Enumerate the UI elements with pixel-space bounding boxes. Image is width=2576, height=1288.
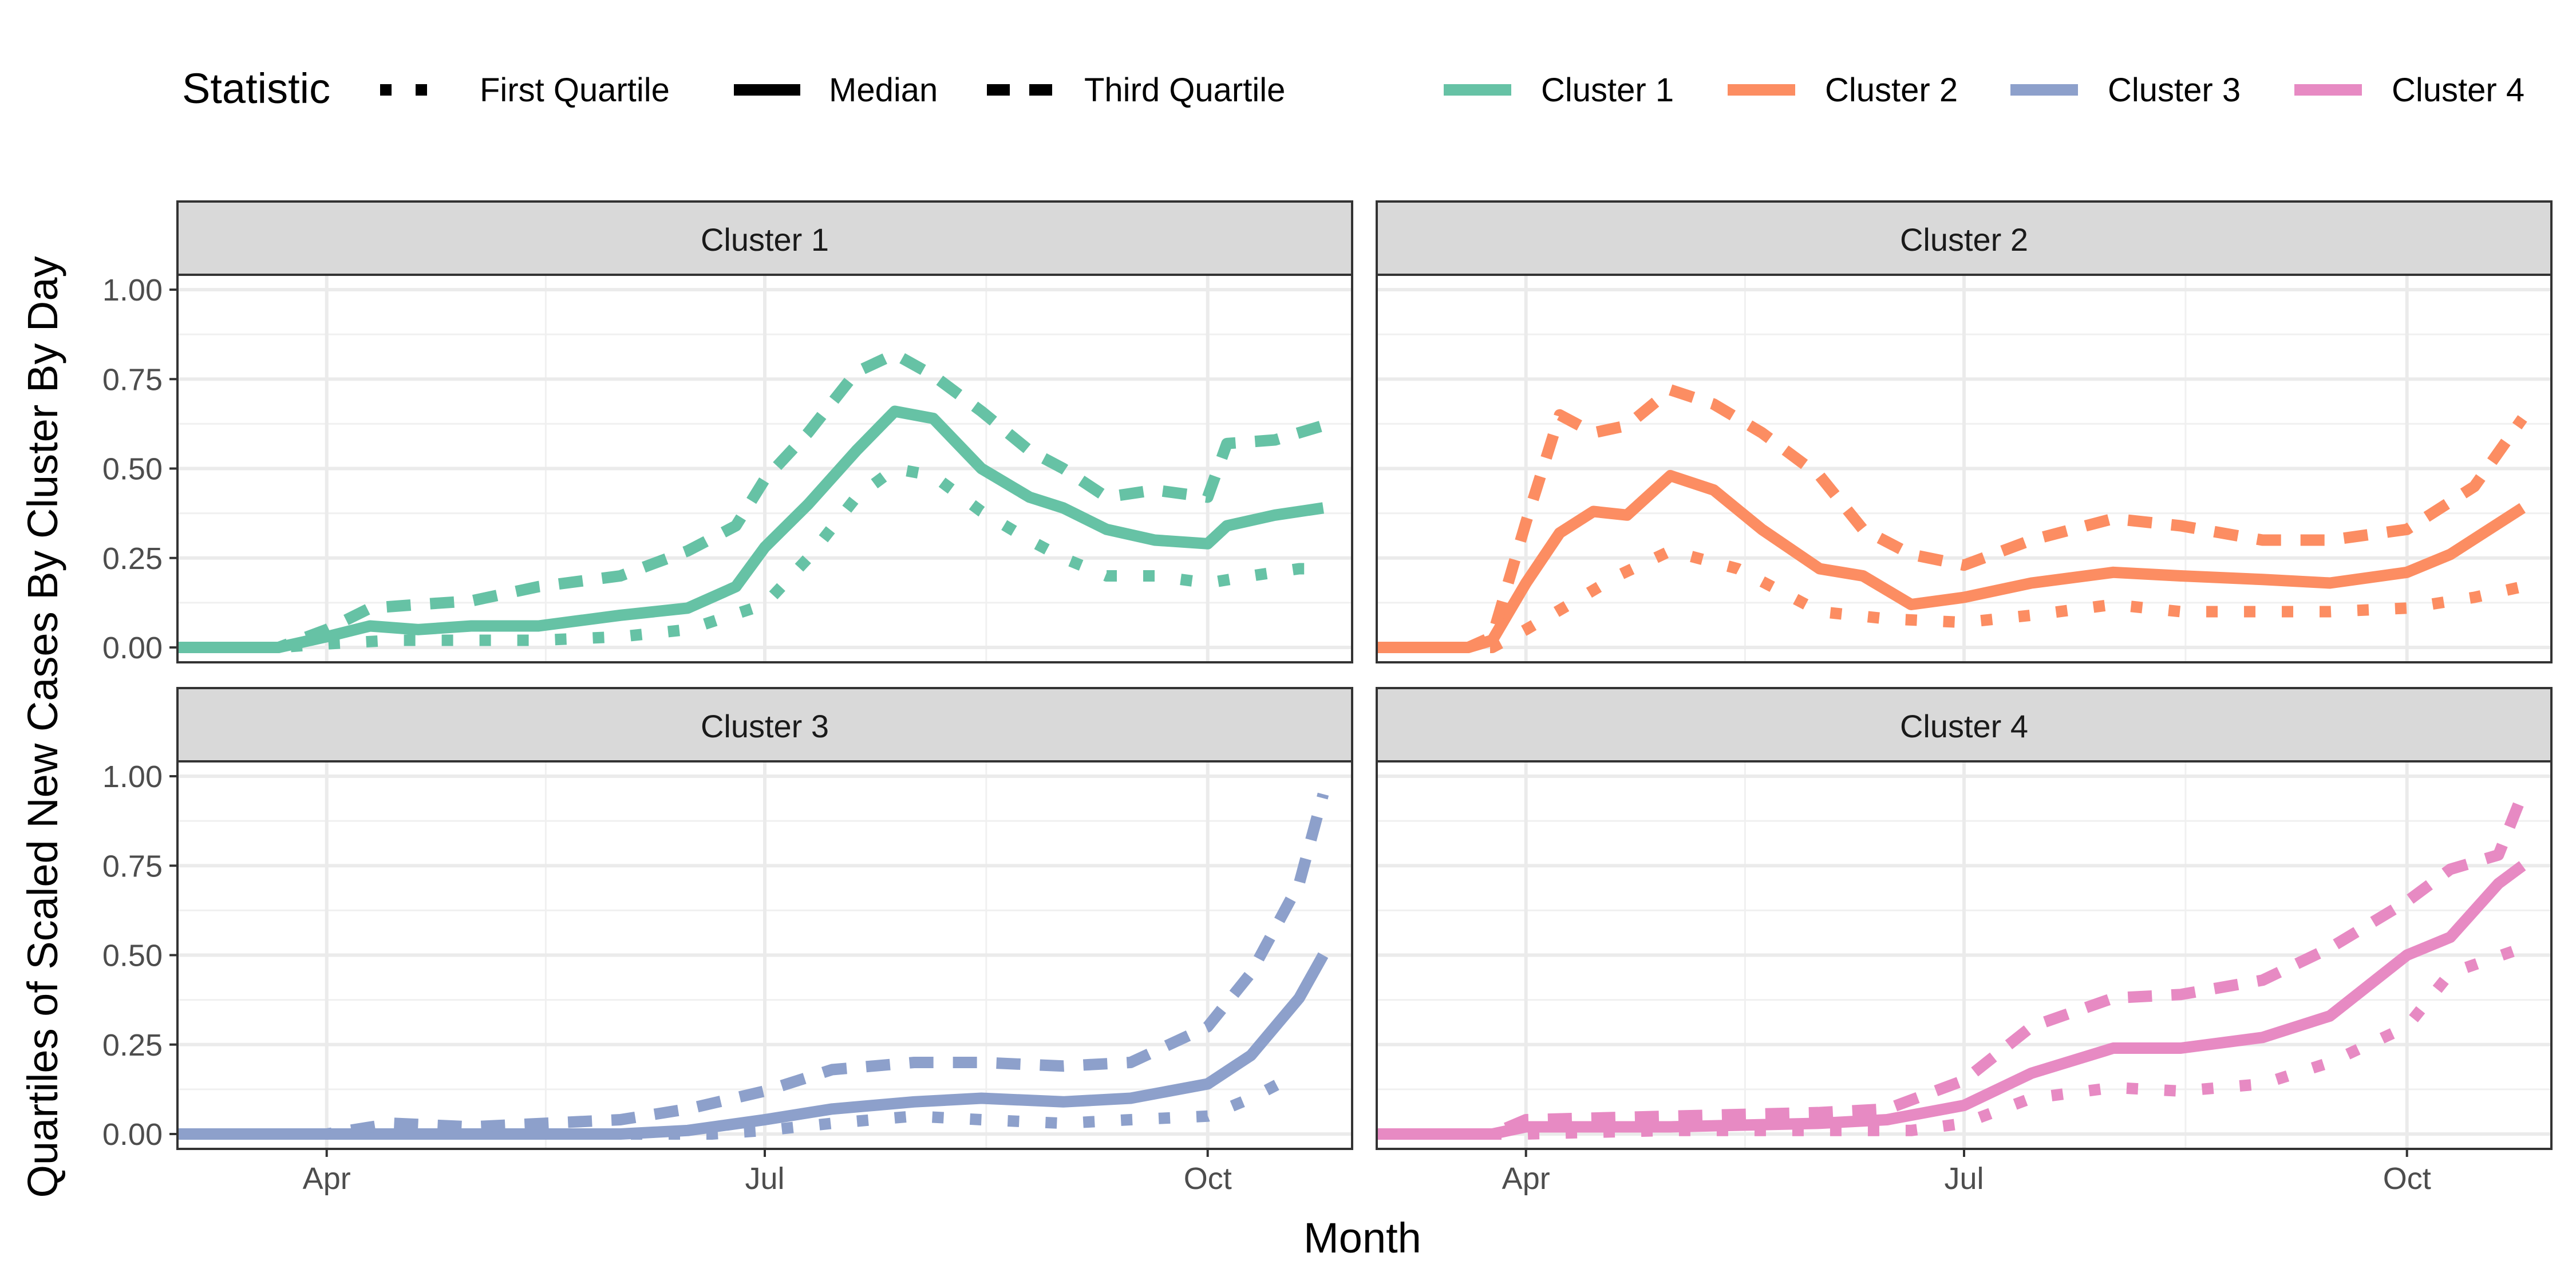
x-tick-label: Jul [745,1161,784,1196]
y-axis-title: Quartiles of Scaled New Cases By Cluster… [19,256,66,1198]
y-tick-label: 0.75 [102,362,163,397]
facet-cluster-4: Cluster 4 Apr Jul Oct [1376,687,2553,1196]
legend-label-first-quartile: First Quartile [480,72,670,109]
series-line-cluster-1-first-quartile [177,463,1323,653]
facet-title-cluster-1: Cluster 1 [701,222,829,258]
facet-strip-cluster-1 [176,200,1353,276]
y-tick-label: 0.00 [102,631,163,665]
series-line-cluster-2-median [1377,470,2526,653]
legend-label-cluster-1: Cluster 1 [1541,72,1674,109]
series-line-cluster-2-first-quartile [1377,545,2524,653]
x-tick-label: Jul [1944,1161,1984,1196]
x-tick-label: Oct [2383,1161,2431,1196]
series-line-cluster-3-third-quartile [177,792,1329,1140]
y-tick-label: 0.50 [102,452,163,487]
facet-strip-cluster-4 [1376,687,2553,762]
y-tick-label: 0.25 [102,542,163,576]
legend-label-cluster-3: Cluster 3 [2108,72,2241,109]
facet-strip-cluster-3 [176,687,1353,762]
legend-clusters: Cluster 1 Cluster 2 Cluster 3 Cluster 4 [1444,72,2524,109]
facet-cluster-1: Cluster 1 0.00 0.25 0.50 0.75 1.00 [102,200,1353,665]
series-line-cluster-1-median [177,405,1324,653]
legend-statistic: Statistic First Quartile Median Third Qu… [182,65,1285,112]
panel-border-cluster-2 [1376,274,2553,663]
legend-label-cluster-2: Cluster 2 [1825,72,1958,109]
y-tick-label: 0.75 [102,849,163,883]
series-line-cluster-1-third-quartile [177,348,1325,653]
series-line-cluster-4-third-quartile [1377,792,2528,1140]
series-line-cluster-4-median [1377,861,2526,1140]
y-tick-label: 0.00 [102,1117,163,1152]
facet-cluster-2: Cluster 2 [1376,200,2553,663]
facet-cluster-3: Cluster 3 0.00 0.25 0.50 0.75 1.00 Apr Jul Oct [102,687,1353,1196]
legend-label-median: Median [829,72,938,109]
y-tick-label: 1.00 [102,760,163,794]
facet-panels: Cluster 1 0.00 0.25 0.50 0.75 1.00 Cluster 2 Cl… [102,200,2553,1196]
y-tick-label: 1.00 [102,273,163,307]
x-tick-label: Apr [303,1161,351,1196]
facet-title-cluster-2: Cluster 2 [1900,222,2028,258]
legend-label-cluster-4: Cluster 4 [2392,72,2524,109]
facet-title-cluster-4: Cluster 4 [1900,708,2028,744]
facet-title-cluster-3: Cluster 3 [701,708,829,744]
x-tick-label: Oct [1184,1161,1232,1196]
y-tick-label: 0.25 [102,1028,163,1062]
y-tick-label: 0.50 [102,939,163,973]
legend-label-third-quartile: Third Quartile [1084,72,1285,109]
series-line-cluster-3-median [177,952,1329,1140]
legend-statistic-title: Statistic [182,65,330,112]
x-tick-label: Apr [1502,1161,1550,1196]
facet-strip-cluster-2 [1376,200,2553,276]
x-axis-title: Month [1303,1214,1421,1262]
